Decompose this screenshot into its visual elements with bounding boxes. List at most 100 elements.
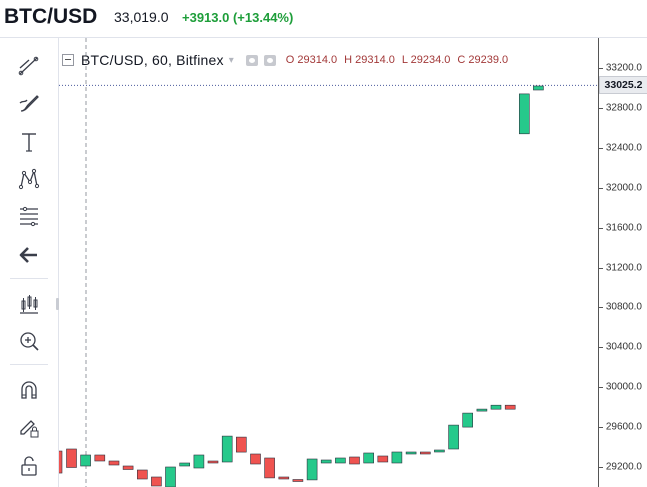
ohlc-high: H 29314.0 xyxy=(344,54,395,66)
candle xyxy=(94,454,106,462)
candle xyxy=(122,465,134,470)
magnet-icon xyxy=(21,381,37,399)
candle xyxy=(59,450,63,474)
candle xyxy=(349,456,360,465)
price-tick-mark xyxy=(599,107,603,109)
fib-retracement-icon xyxy=(20,206,38,227)
price-tick-label: 30400.0 xyxy=(605,341,642,353)
trend-line-tool[interactable] xyxy=(14,51,44,81)
candle xyxy=(165,466,176,487)
candle xyxy=(462,412,474,428)
price-tick-label: 32400.0 xyxy=(605,142,642,154)
price-tick-label: 29200.0 xyxy=(605,461,642,473)
text-icon xyxy=(22,133,36,152)
candle xyxy=(108,460,120,466)
price-tick-mark xyxy=(599,187,603,189)
candle xyxy=(137,469,148,480)
price-tick-mark xyxy=(599,147,603,149)
lock-drawing-tool[interactable] xyxy=(14,412,44,442)
candle xyxy=(490,404,502,410)
price-tick-label: 30800.0 xyxy=(605,301,642,313)
candle xyxy=(363,452,375,464)
candle xyxy=(518,93,530,135)
series-legend: BTC/USD, 60, Bitfinex ▾ O 29314.0 H 2931… xyxy=(62,49,508,71)
symbol-name[interactable]: BTC/USD xyxy=(4,5,98,28)
chevron-down-icon[interactable]: ▾ xyxy=(228,54,234,66)
price-tick-mark xyxy=(599,467,603,468)
candle xyxy=(504,404,516,410)
price-tick-label: 33200.0 xyxy=(605,62,642,74)
trend-line-icon xyxy=(18,56,39,76)
price-tick-label: 29600.0 xyxy=(605,421,642,433)
long-position-tool[interactable] xyxy=(14,289,44,319)
candle xyxy=(250,453,261,465)
candle xyxy=(405,451,417,455)
price-tick-mark xyxy=(599,267,603,269)
current-price-label: 33025.2 xyxy=(599,76,647,95)
candle xyxy=(419,451,431,455)
brush-tool[interactable] xyxy=(14,88,44,118)
price-tick-mark xyxy=(599,227,603,229)
zoom-in-tool[interactable] xyxy=(14,326,44,356)
price-tick-mark xyxy=(599,307,603,309)
candle xyxy=(292,479,304,482)
candle xyxy=(434,449,445,453)
ohlc-values: O 29314.0 H 29314.0 L 29234.0 C 29239.0 xyxy=(286,54,508,66)
ohlc-close: C 29239.0 xyxy=(457,54,509,66)
candle xyxy=(221,435,233,463)
pattern-icon xyxy=(18,168,40,190)
price-axis[interactable]: 33200.0 32800.0 32400.0 32000.0 31600.0 31200… xyxy=(598,38,647,487)
candle xyxy=(533,85,544,91)
last-price: 33,019.0 xyxy=(114,9,169,25)
candle xyxy=(236,436,247,453)
candle xyxy=(193,454,205,469)
pattern-tool[interactable] xyxy=(14,164,44,194)
drawing-toolbar xyxy=(0,38,59,487)
candle xyxy=(448,424,459,450)
candle xyxy=(335,457,346,464)
lock-drawing-icon xyxy=(20,420,39,438)
candle xyxy=(264,457,275,479)
ohlc-low: L 29234.0 xyxy=(401,54,451,66)
candle xyxy=(80,454,91,467)
zoom-in-icon xyxy=(20,332,39,351)
unlock-tool[interactable] xyxy=(14,451,44,481)
magnet-tool[interactable] xyxy=(14,375,44,405)
candle xyxy=(66,448,77,468)
candle xyxy=(179,462,190,467)
back-arrow-button[interactable] xyxy=(14,240,44,270)
price-tick-label: 31600.0 xyxy=(605,222,642,234)
unlock-icon xyxy=(21,456,37,476)
price-tick-mark xyxy=(599,347,603,349)
text-tool[interactable] xyxy=(14,127,44,157)
price-change: +3913.0 (+13.44%) xyxy=(182,10,294,25)
header-divider xyxy=(0,37,647,38)
chart-pane[interactable] xyxy=(59,38,598,487)
candlestick-chart[interactable] xyxy=(59,38,598,487)
brush-icon xyxy=(19,95,39,112)
price-tick-mark xyxy=(599,68,603,69)
toolbar-separator xyxy=(10,364,48,365)
price-tick-label: 31200.0 xyxy=(605,262,642,273)
candle xyxy=(207,460,219,464)
price-tick-label: 32800.0 xyxy=(605,102,642,114)
legend-collapse-toggle[interactable] xyxy=(62,54,74,66)
legend-title[interactable]: BTC/USD, 60, Bitfinex xyxy=(81,52,224,68)
long-position-icon xyxy=(20,295,38,314)
candle xyxy=(306,458,318,481)
price-tick-mark xyxy=(599,387,603,389)
toolbar-collapse-handle[interactable] xyxy=(56,298,59,310)
toolbar-separator xyxy=(10,278,48,279)
candle xyxy=(391,451,403,464)
candle xyxy=(320,459,332,464)
fib-retracement-tool[interactable] xyxy=(14,201,44,231)
gear-icon[interactable] xyxy=(263,54,276,66)
candle xyxy=(476,408,488,412)
ohlc-open: O 29314.0 xyxy=(285,54,338,66)
back-arrow-icon xyxy=(19,247,37,263)
price-tick-mark xyxy=(599,427,603,429)
price-tick-label: 32000.0 xyxy=(605,182,642,194)
candle xyxy=(151,476,162,487)
eye-icon[interactable] xyxy=(245,54,258,66)
symbol-header: BTC/USD 33,019.0 +3913.0 (+13.44%) xyxy=(0,0,647,36)
